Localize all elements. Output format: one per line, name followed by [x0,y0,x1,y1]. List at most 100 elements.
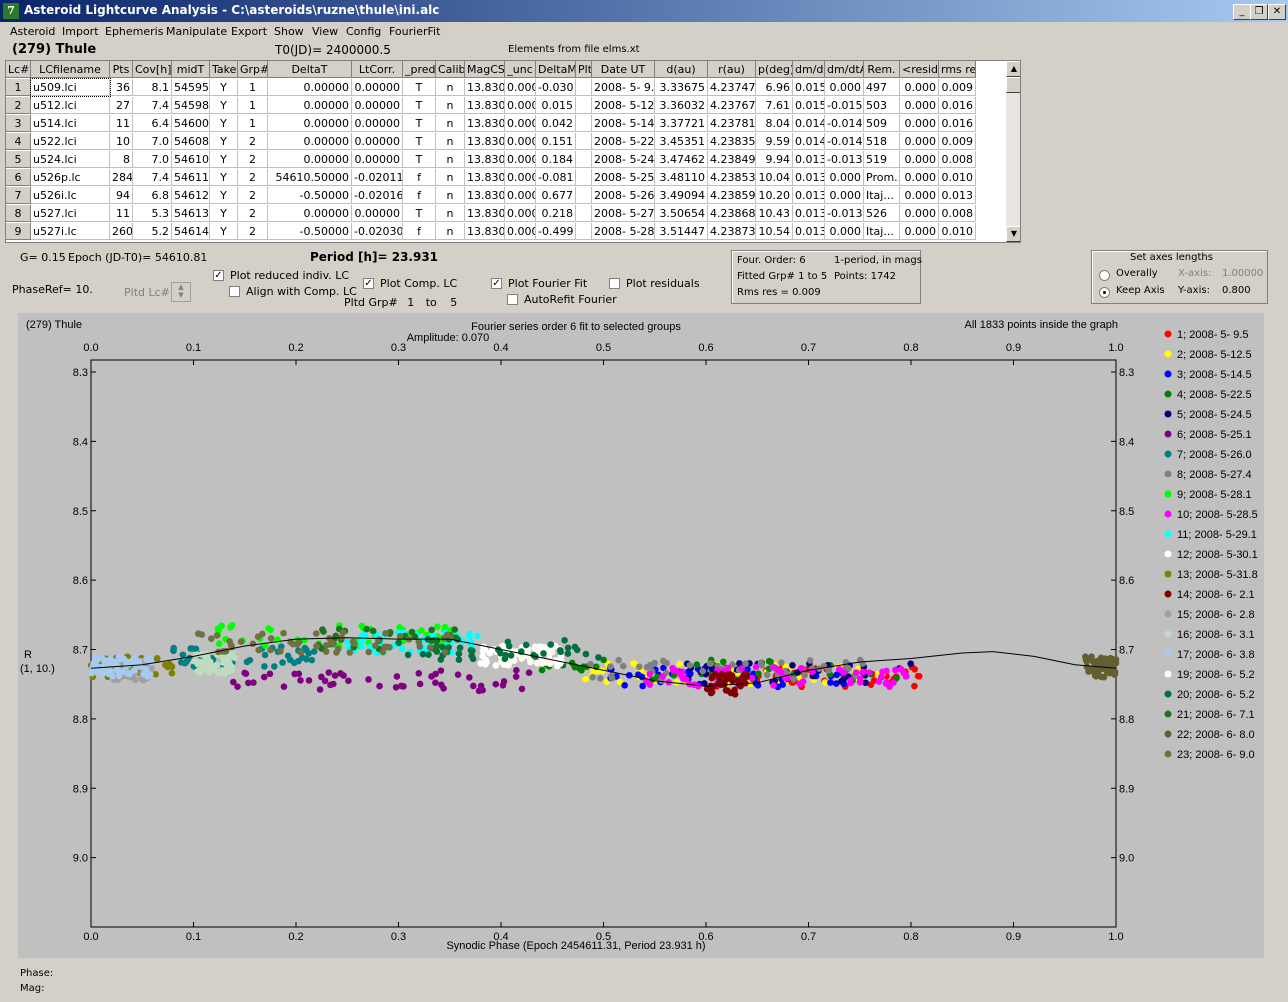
table-cell[interactable]: -0.02016 [352,187,403,204]
table-cell[interactable]: 2 [238,133,268,150]
table-cell[interactable]: 54611.1 [172,169,210,186]
table-cell[interactable]: 0.000 [505,223,536,240]
table-cell[interactable]: u514.lci [31,115,110,132]
table-cell[interactable]: 0.000 [505,151,536,168]
table-cell[interactable] [576,187,592,204]
minimize-button[interactable]: _ [1233,4,1251,20]
align-comp-checkbox[interactable] [229,286,240,297]
table-cell[interactable]: 3.37721 [655,115,708,132]
table-cell[interactable]: 9.59 [756,133,793,150]
table-cell[interactable]: -0.013 [825,205,864,222]
table-cell[interactable]: 4.23781 [708,115,756,132]
column-header[interactable]: Calib. [436,61,465,78]
table-cell[interactable]: 0.013 [793,169,825,186]
menu-import[interactable]: Import [62,25,99,38]
table-cell[interactable]: 54608.5 [172,133,210,150]
table-cell[interactable]: 13.830 [465,151,505,168]
table-cell[interactable]: 1 [238,115,268,132]
table-scrollbar[interactable]: ▲ ▼ [1006,61,1020,242]
table-cell[interactable]: u509.lci [30,78,111,97]
table-cell[interactable]: 8.1 [133,79,172,96]
row-header[interactable]: 1 [6,79,31,96]
table-cell[interactable]: 0.677 [536,187,576,204]
table-cell[interactable]: 10.54 [756,223,793,240]
table-cell[interactable]: 13.830 [465,169,505,186]
column-header[interactable]: Lc# [6,61,31,78]
table-cell[interactable]: 3.48110 [655,169,708,186]
column-header[interactable]: rms res [939,61,976,78]
column-header[interactable]: d(au) [655,61,708,78]
table-cell[interactable]: 54613.4 [172,205,210,222]
table-cell[interactable]: T [403,151,436,168]
table-cell[interactable]: 0.000 [505,205,536,222]
table-cell[interactable]: 0.013 [939,187,976,204]
table-cell[interactable]: -0.013 [825,151,864,168]
table-cell[interactable]: 2 [238,187,268,204]
plot-comp-checkbox[interactable]: ✓ [363,278,374,289]
column-header[interactable]: MagCS [465,61,505,78]
table-cell[interactable]: 54600.5 [172,115,210,132]
table-cell[interactable]: 503 [864,97,900,114]
table-cell[interactable]: T [403,97,436,114]
table-cell[interactable]: 0.00000 [352,79,403,96]
table-cell[interactable]: 519 [864,151,900,168]
autorefit-checkbox[interactable] [507,294,518,305]
table-cell[interactable]: 0.013 [793,223,825,240]
table-cell[interactable]: T [403,133,436,150]
table-cell[interactable]: 0.015 [536,97,576,114]
table-cell[interactable]: 0.015 [793,97,825,114]
table-cell[interactable]: 0.009 [939,133,976,150]
table-cell[interactable]: 94 [110,187,133,204]
table-cell[interactable]: n [436,115,465,132]
row-header[interactable]: 9 [6,223,31,240]
table-cell[interactable]: f [403,169,436,186]
table-cell[interactable]: 4.23767 [708,97,756,114]
table-cell[interactable]: 2 [238,223,268,240]
table-cell[interactable]: 13.830 [465,187,505,204]
table-cell[interactable]: 4.23849 [708,151,756,168]
table-cell[interactable]: -0.081 [536,169,576,186]
menu-ephemeris[interactable]: Ephemeris [105,25,164,38]
table-cell[interactable]: n [436,223,465,240]
table-cell[interactable]: 7.4 [133,169,172,186]
column-header[interactable]: <resid> [900,61,939,78]
table-cell[interactable]: 0.013 [793,151,825,168]
row-header[interactable]: 8 [6,205,31,222]
column-header[interactable]: DeltaT [268,61,352,78]
table-cell[interactable]: 2008- 5-14.5 [592,115,655,132]
table-cell[interactable]: 2008- 5-12.5 [592,97,655,114]
table-cell[interactable] [576,205,592,222]
table-cell[interactable]: -0.50000 [268,187,352,204]
table-cell[interactable]: 0.013 [793,205,825,222]
table-cell[interactable] [576,169,592,186]
table-cell[interactable]: 0.00000 [352,97,403,114]
table-cell[interactable]: 0.000 [900,151,939,168]
table-cell[interactable]: n [436,79,465,96]
table-cell[interactable]: u526p.lc [31,169,110,186]
table-cell[interactable]: 0.00000 [352,115,403,132]
table-cell[interactable]: 7.4 [133,97,172,114]
menu-config[interactable]: Config [346,25,382,38]
column-header[interactable]: r(au) [708,61,756,78]
table-cell[interactable]: T [403,115,436,132]
table-cell[interactable]: 0.016 [939,115,976,132]
table-cell[interactable]: n [436,97,465,114]
y-axis-value[interactable]: 0.800 [1222,285,1251,296]
table-cell[interactable]: u527.lci [31,205,110,222]
table-cell[interactable]: 0.000 [825,223,864,240]
table-cell[interactable]: f [403,187,436,204]
table-cell[interactable]: 8 [110,151,133,168]
table-cell[interactable]: 9.94 [756,151,793,168]
table-cell[interactable]: -0.50000 [268,223,352,240]
table-cell[interactable]: 0.000 [900,115,939,132]
table-cell[interactable]: -0.02030 [352,223,403,240]
table-cell[interactable]: 0.000 [900,97,939,114]
table-cell[interactable]: Y [210,115,238,132]
table-cell[interactable]: Y [210,79,238,96]
table-cell[interactable]: 54614.1 [172,223,210,240]
table-cell[interactable]: 3.51447 [655,223,708,240]
table-cell[interactable]: 6.96 [756,79,793,96]
table-cell[interactable]: 2008- 5-24.5 [592,151,655,168]
row-header[interactable]: 2 [6,97,31,114]
table-cell[interactable] [576,115,592,132]
